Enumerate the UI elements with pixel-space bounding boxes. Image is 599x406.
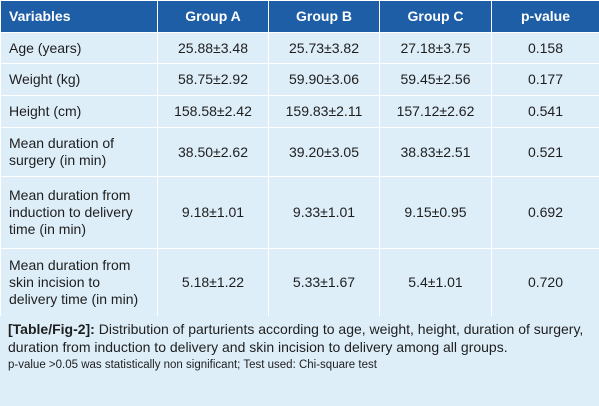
table-row: Mean duration of surgery (in min) 38.50±… [0,127,599,177]
row-label: Mean duration from skin incision to deli… [0,248,158,317]
table-cell: 9.33±1.01 [268,176,380,249]
table-cell: 38.50±2.62 [157,127,269,177]
row-label-line: induction to delivery [9,204,133,220]
table-cell: 5.4±1.01 [379,248,492,317]
caption-footnote: p-value >0.05 was statistically non sign… [8,359,377,371]
row-label: Mean duration of surgery (in min) [0,127,158,177]
column-header-group-c: Group C [379,0,492,33]
table-cell: 0.177 [491,63,599,96]
row-label: Mean duration from induction to delivery… [0,176,158,249]
row-label-line: Height (cm) [9,103,82,119]
caption-description: Distribution of parturients according to… [8,321,584,355]
table-caption: [Table/Fig-2]: Distribution of parturien… [0,316,599,406]
column-header-p-value: p-value [491,0,599,33]
row-label-line: Mean duration from [9,187,131,203]
table-cell: 25.73±3.82 [268,32,380,64]
row-label-line: Age (years) [9,39,82,56]
caption-reference: [Table/Fig-2]: [8,321,95,337]
table-row: Height (cm) 158.58±2.42 159.83±2.11 157.… [0,95,599,128]
row-label-line: time (in min) [9,221,87,237]
row-label: Weight (kg) [0,63,158,96]
column-header-variables: Variables [0,0,158,33]
table-cell: 0.158 [491,32,599,64]
row-label: Height (cm) [0,95,158,128]
column-header-group-b: Group B [268,0,380,33]
header-row: Variables Group A Group B Group C p-valu… [0,0,599,33]
table-cell: 25.88±3.48 [157,32,269,64]
table-cell: 5.33±1.67 [268,248,380,317]
row-label-line: Mean duration from [9,257,131,273]
table-row: Weight (kg) 58.75±2.92 59.90±3.06 59.45±… [0,63,599,96]
table-cell: 0.521 [491,127,599,177]
table-cell: 9.18±1.01 [157,176,269,249]
table-row: Age (years) 25.88±3.48 25.73±3.82 27.18±… [0,32,599,64]
table-cell: 27.18±3.75 [379,32,492,64]
table-cell: 39.20±3.05 [268,127,380,177]
column-header-group-a: Group A [157,0,269,33]
table-cell: 0.692 [491,176,599,249]
table-row: Mean duration from skin incision to deli… [0,248,599,317]
table-cell: 59.45±2.56 [379,63,492,96]
row-label-line: Mean duration of [9,135,115,151]
table-cell: 159.83±2.11 [268,95,380,128]
table-cell: 157.12±2.62 [379,95,492,128]
table-row: Mean duration from induction to delivery… [0,176,599,249]
table-cell: 5.18±1.22 [157,248,269,317]
table-cell: 158.58±2.42 [157,95,269,128]
table-cell: 0.541 [491,95,599,128]
row-label-line: surgery (in min) [9,152,107,168]
caption-text: [Table/Fig-2]: Distribution of parturien… [8,320,591,356]
row-label-line: Weight (kg) [9,71,81,87]
row-label-line: delivery time (in min) [9,291,139,307]
row-label-line: skin incision to [9,274,101,290]
table-cell: 0.720 [491,248,599,317]
table-cell: 9.15±0.95 [379,176,492,249]
data-table: Variables Group A Group B Group C p-valu… [0,0,599,317]
table-cell: 58.75±2.92 [157,63,269,96]
table-cell: 38.83±2.51 [379,127,492,177]
table-cell: 59.90±3.06 [268,63,380,96]
row-label: Age (years) [0,32,158,64]
